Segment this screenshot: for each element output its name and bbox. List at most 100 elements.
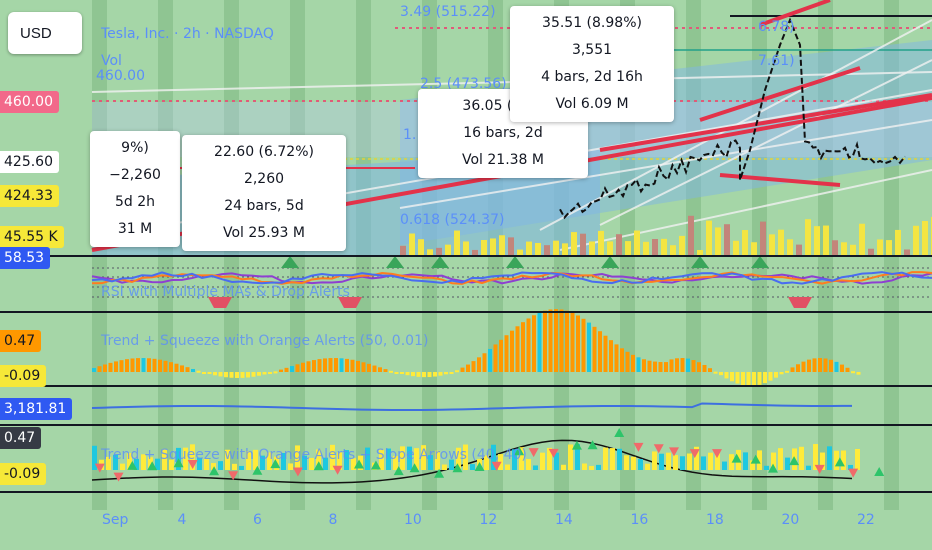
arrow-pane-bar [169,459,174,470]
axis-tag-p424: 424.33 [0,185,59,207]
squeeze-bar [367,363,371,372]
rsi-ma-line [91,272,932,285]
squeeze-bar [97,366,102,372]
slope-arrow-up [474,461,485,471]
arrow-pane-bar [190,444,195,470]
measure-tooltip-t4: 35.51 (8.98%) 3,551 4 bars, 2d 16h Vol 6.0… [510,6,674,122]
slope-arrow-down [548,448,559,458]
volume-bar [805,219,811,255]
squeeze-bar [576,315,580,372]
volume-bar [715,227,721,255]
slope-arrow-up [731,453,742,463]
volume-bar [796,244,802,255]
squeeze-bar [691,360,696,372]
squeeze-bar [774,372,778,378]
squeeze-bar [185,367,190,372]
squeeze-bar [609,340,613,372]
arrow-pane-bar [785,457,790,470]
rsi-alert-down [788,297,812,308]
squeeze-bar [669,359,674,372]
squeeze-bar [284,367,289,372]
squeeze-bar [427,372,432,378]
volume-bar [616,234,622,255]
arrow-pane-bar [855,448,860,470]
volume-bar [553,240,559,255]
arrow-pane-bar [848,464,853,470]
squeeze-bar [235,372,239,378]
arrow-pane-bar [414,448,419,470]
indicator-title: Trend + Squeeze with Orange Alerts (50, … [101,333,429,349]
arrow-pane-bar [610,448,615,470]
arrow-pane-bar [491,444,496,470]
volume-bar [850,244,856,255]
squeeze-bar [719,372,723,376]
volume-bar [859,223,865,255]
rsi-alert-up [386,256,404,268]
arrow-pane-bar [624,455,629,470]
arrow-pane-bar [645,463,650,470]
squeeze-bar [449,372,454,374]
arrow-pane-bar [127,452,132,470]
squeeze-bar [345,358,349,372]
slope-arrow-up [750,454,761,464]
value-line-pane [91,402,853,411]
arrow-pane-bar [561,464,566,470]
arrow-pane-bar [470,464,475,470]
currency-button[interactable]: USD [8,12,82,54]
arrow-pane-bar [834,450,839,470]
squeeze-bar [592,326,597,372]
arrow-pane-bar [799,446,804,470]
volume-bar [481,240,487,255]
trendline-red [699,66,861,122]
volume-bar [454,230,460,255]
slope-arrow-down [814,464,825,474]
squeeze-bar [757,372,762,385]
slope-arrow-up [571,440,582,450]
volume-bar [895,229,901,255]
arrow-pane-bar [806,465,811,470]
squeeze-bar [812,358,817,372]
tooltip-line: 31 M [117,221,153,237]
rsi-alert-up [601,256,619,268]
slope-arrow-up [874,467,885,477]
slope-arrow-up [252,465,263,475]
squeeze-bar [493,344,498,372]
arrow-pane-bar [148,457,153,470]
axis-tag-arr_lo: -0.09 [0,463,47,485]
arrow-pane-bar [421,445,426,470]
slope-arrow-down [491,461,502,471]
arrow-pane-bar [652,451,657,470]
squeeze-bar [543,310,547,372]
rsi-ma-line [91,271,932,285]
arrow-pane-bar [407,446,412,470]
arrow-pane-bar [715,450,720,470]
squeeze-bar [735,372,740,384]
squeeze-bar [625,351,630,372]
arrow-pane-bar [330,444,335,470]
squeeze-bar [845,367,850,372]
squeeze-bar [202,372,206,374]
volume-bar [841,242,847,255]
squeeze-bar [664,362,668,372]
arrow-pane-bar [134,458,139,470]
squeeze-bar [559,309,564,372]
slope-arrow-up [434,468,445,478]
squeeze-bar [658,362,663,372]
slope-arrow-up [147,461,158,471]
volume-bar [508,237,514,255]
squeeze-bar [796,364,800,372]
arrow-pane-bar [701,456,706,470]
arrow-pane-bar [666,452,671,470]
squeeze-bar [323,358,327,372]
arrow-pane-bar [694,446,699,470]
arrow-pane-bar [92,445,97,470]
arrow-pane-bar [596,464,601,470]
squeeze-bar [730,372,734,382]
volume-bar [697,249,703,255]
squeeze-bar [807,359,811,372]
slope-arrow-down [292,467,303,477]
arrow-pane-bar [750,460,755,470]
volume-bar [787,239,793,255]
value-line [91,402,853,411]
volume-bar [499,235,505,255]
